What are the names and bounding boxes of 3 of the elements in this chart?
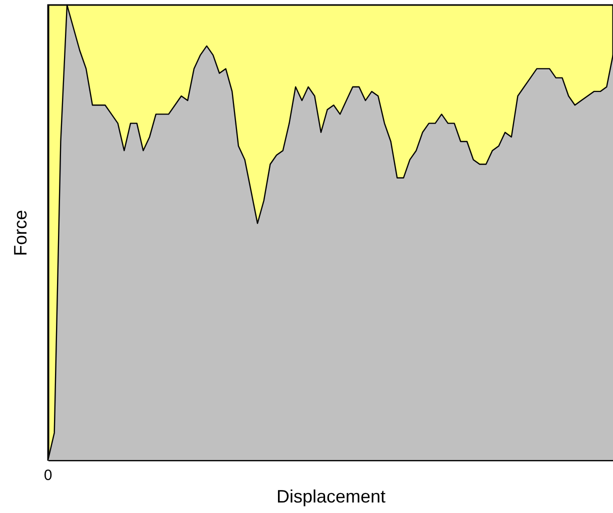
y-axis-title: Force (10, 210, 30, 256)
text: 0 (44, 467, 52, 484)
x-axis-title: Displacement (276, 486, 386, 506)
